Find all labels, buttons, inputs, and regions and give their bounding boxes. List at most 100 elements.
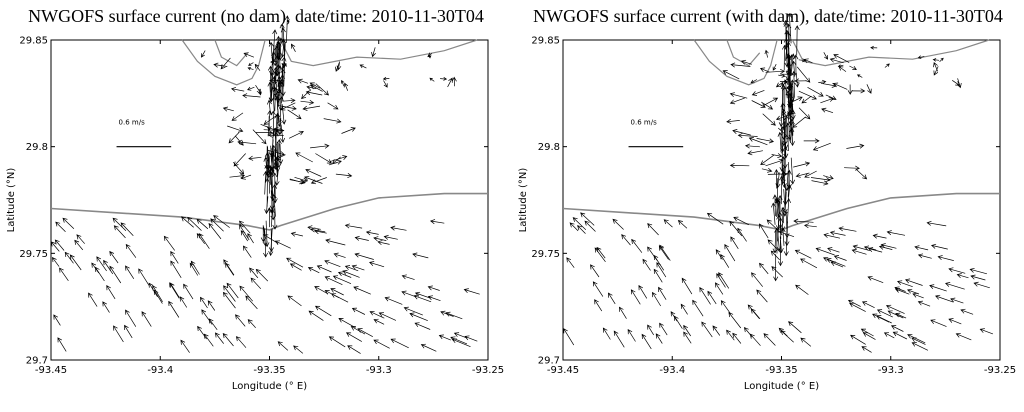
current-vector — [956, 273, 969, 279]
current-vector — [911, 342, 929, 351]
x-axis-label: Longitude (° E) — [744, 381, 819, 392]
scale-vector-label: 0.6 m/s — [631, 119, 658, 127]
current-vector — [409, 312, 428, 322]
current-vector — [335, 62, 340, 72]
current-vector — [779, 207, 786, 232]
current-vector — [338, 318, 356, 329]
current-vector — [751, 100, 766, 108]
current-vector — [230, 86, 245, 92]
current-vector — [451, 76, 457, 87]
current-vector — [272, 70, 278, 100]
current-vector — [775, 112, 795, 121]
current-vector — [777, 239, 784, 267]
current-vector — [784, 211, 790, 239]
current-vector — [594, 299, 603, 312]
current-vector — [353, 286, 371, 295]
current-vector — [307, 225, 321, 231]
current-vector — [766, 219, 782, 234]
current-vector — [289, 263, 302, 271]
x-tick-label: -93.3 — [878, 365, 904, 376]
current-vector — [732, 332, 742, 344]
current-vector — [792, 116, 806, 128]
current-vector — [782, 185, 788, 206]
current-vector — [305, 168, 322, 177]
current-vector — [778, 103, 784, 128]
current-vector — [229, 173, 246, 179]
y-tick-label: 29.85 — [531, 36, 560, 47]
current-vector — [791, 60, 797, 77]
current-vector — [783, 37, 789, 54]
current-vector — [350, 326, 366, 335]
current-vector — [371, 47, 376, 58]
current-vector — [837, 64, 844, 68]
current-vector — [373, 339, 390, 349]
current-vector — [867, 247, 883, 253]
current-vector — [647, 324, 654, 336]
current-vector — [866, 84, 872, 94]
current-vector — [833, 255, 847, 261]
current-vector — [930, 319, 947, 327]
current-vector — [275, 40, 281, 59]
current-vector — [401, 274, 415, 280]
current-vector — [213, 62, 228, 68]
lake-shoreline — [726, 39, 761, 67]
current-vector — [779, 79, 789, 84]
current-vector — [102, 301, 110, 313]
current-vector — [429, 77, 435, 82]
current-vector — [289, 179, 306, 185]
current-vector — [847, 299, 861, 307]
current-vector — [314, 229, 327, 235]
current-vector — [827, 247, 840, 253]
current-vector — [803, 223, 817, 229]
current-vector — [763, 333, 776, 346]
lake-shoreline — [693, 39, 778, 86]
current-vector — [429, 219, 445, 225]
current-vector — [266, 157, 272, 179]
current-vector — [729, 220, 743, 237]
x-tick-label: -93.45 — [547, 365, 579, 376]
current-vector — [88, 292, 98, 307]
current-vector — [282, 98, 296, 104]
quiver-panel-no-dam: NWGOFS surface current (no dam), date/ti… — [6, 6, 504, 392]
current-vector — [730, 62, 751, 68]
current-vector — [870, 45, 878, 50]
current-vector — [199, 296, 208, 309]
current-vector — [351, 307, 366, 315]
y-tick-label: 29.85 — [19, 36, 48, 47]
current-vector — [838, 226, 857, 232]
current-vector — [291, 43, 296, 52]
current-vector — [846, 143, 865, 149]
current-vector — [281, 43, 287, 69]
current-vector — [759, 67, 770, 73]
current-vector — [794, 78, 807, 84]
current-vector — [226, 282, 239, 299]
current-vector — [57, 337, 67, 352]
current-vector — [125, 265, 135, 279]
current-vector — [810, 177, 831, 183]
current-vector — [781, 111, 787, 131]
current-vector — [631, 238, 643, 253]
current-vector — [773, 168, 780, 189]
current-vector — [414, 322, 431, 330]
current-vector — [716, 273, 726, 288]
current-vector — [196, 233, 205, 245]
current-vector — [300, 99, 315, 105]
current-vector — [812, 142, 831, 151]
current-vector — [310, 177, 327, 185]
current-vector — [62, 217, 75, 230]
current-vector — [935, 294, 954, 303]
chart-title: NWGOFS surface current (no dam), date/ti… — [28, 6, 484, 26]
current-vector — [807, 86, 824, 97]
current-vector — [332, 275, 352, 285]
current-vector — [270, 110, 276, 137]
current-vector — [214, 332, 224, 344]
current-vector — [790, 109, 796, 136]
current-vector — [290, 231, 303, 237]
current-vector — [280, 27, 286, 50]
current-vector — [796, 66, 811, 83]
current-vector — [782, 189, 788, 214]
current-vector — [847, 84, 853, 95]
current-vector — [948, 318, 962, 325]
current-vector — [453, 332, 468, 339]
current-vector — [179, 296, 188, 308]
